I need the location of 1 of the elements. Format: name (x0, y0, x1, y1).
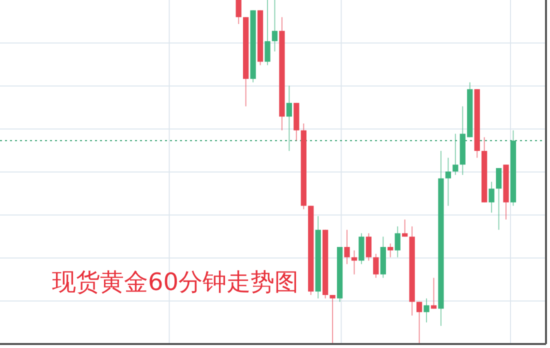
text: 现货黄金60分钟走势图 (52, 268, 299, 296)
